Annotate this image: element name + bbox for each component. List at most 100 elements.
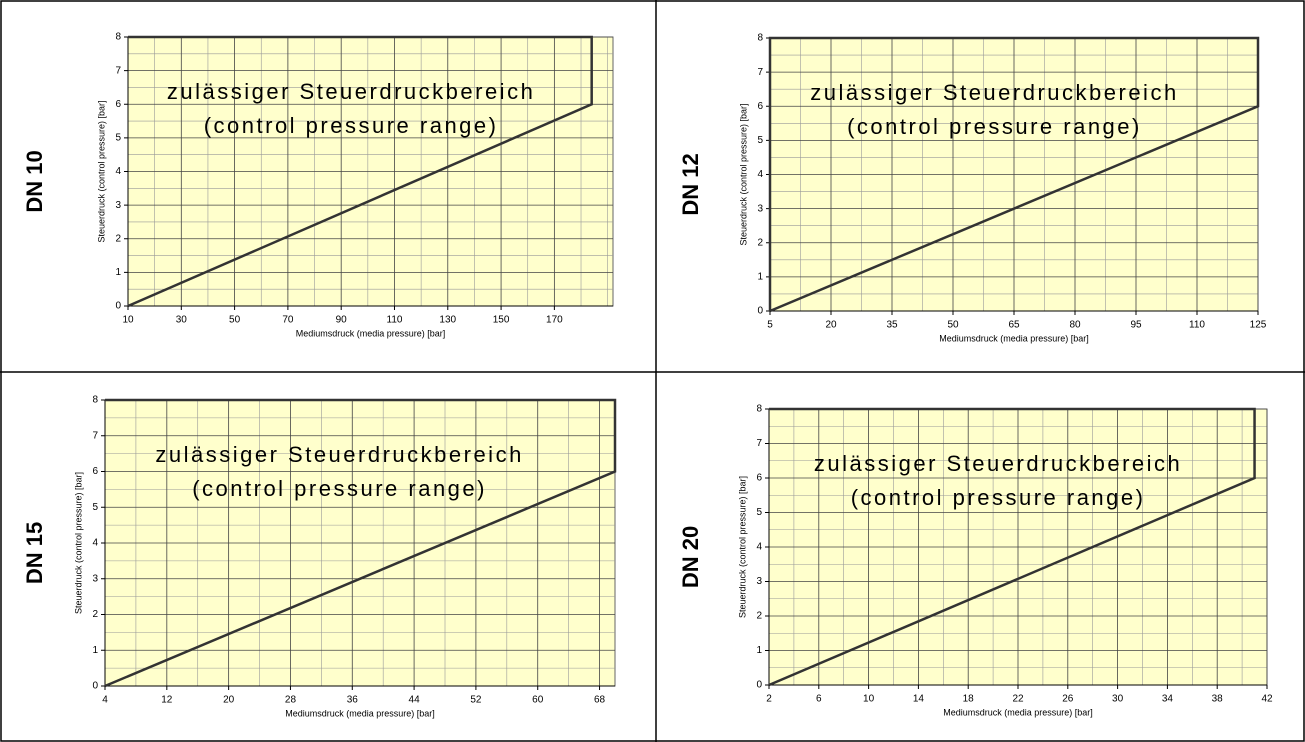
x-tick-label: 44 (409, 695, 421, 706)
y-axis-label: Steuerdruck (control pressure) [bar] (738, 103, 748, 245)
annotation: zulässiger Steuerdruckbereich (155, 442, 523, 467)
y-axis-label: Steuerdruck (control pressure) [bar] (96, 100, 106, 242)
x-tick-label: 170 (546, 315, 563, 326)
y-tick-label: 7 (756, 438, 762, 449)
annotation: zulässiger Steuerdruckbereich (167, 79, 535, 104)
x-tick-label: 30 (176, 315, 188, 326)
y-tick-label: 8 (92, 395, 98, 406)
y-axis-label: Steuerdruck (control pressure) [bar] (73, 472, 83, 614)
y-tick-label: 0 (92, 681, 98, 692)
y-tick-label: 7 (92, 430, 98, 441)
y-tick-label: 5 (92, 502, 98, 513)
y-tick-label: 7 (757, 67, 763, 78)
chart: 0 1 2 3 4 5 6 7 8 5 20 35 50 65 80 95 110 125 zulässiger S… (678, 33, 1267, 344)
x-tick-label: 125 (1250, 320, 1267, 331)
x-tick-label: 38 (1212, 694, 1224, 705)
annotation: (control pressure range) (192, 476, 487, 501)
y-tick-label: 0 (756, 680, 762, 691)
x-tick-label: 50 (229, 315, 241, 326)
x-tick-label: 110 (1189, 320, 1205, 331)
y-tick-label: 5 (756, 507, 762, 518)
y-tick-label: 1 (115, 267, 121, 278)
y-tick-label: 6 (757, 101, 763, 112)
x-tick-label: 52 (470, 695, 482, 706)
panel-label: DN 20 (678, 526, 703, 588)
x-tick-label: 95 (1130, 320, 1142, 331)
range-outline (127, 35, 593, 308)
x-tick-label: 12 (161, 695, 173, 706)
x-tick-label: 60 (532, 695, 544, 706)
y-tick-label: 2 (756, 611, 762, 622)
y-tick-label: 7 (115, 65, 121, 76)
x-tick-label: 22 (1012, 694, 1024, 705)
y-tick-label: 8 (756, 404, 762, 415)
y-tick-label: 4 (756, 542, 762, 553)
x-tick-label: 65 (1008, 320, 1020, 331)
x-tick-label: 28 (285, 695, 297, 706)
x-tick-label: 70 (282, 315, 294, 326)
y-tick-label: 0 (115, 301, 121, 312)
x-tick-label: 42 (1261, 694, 1273, 705)
annotation: zulässiger Steuerdruckbereich (814, 451, 1182, 476)
y-tick-label: 0 (757, 306, 763, 317)
x-tick-label: 5 (767, 320, 773, 331)
x-tick-label: 68 (594, 695, 606, 706)
x-tick-label: 10 (122, 315, 134, 326)
x-tick-label: 150 (493, 315, 510, 326)
y-tick-label: 1 (756, 645, 762, 656)
y-tick-label: 4 (757, 169, 763, 180)
y-tick-label: 8 (757, 33, 763, 44)
chart: 0 1 2 3 4 5 6 7 8 10 30 50 70 90 110 130 150 170 zulässige… (22, 32, 614, 338)
y-tick-label: 6 (115, 99, 121, 110)
range-outline (104, 398, 617, 688)
annotation: zulässiger Steuerdruckbereich (810, 80, 1178, 105)
panel-label: DN 15 (22, 522, 47, 584)
y-tick-label: 3 (115, 200, 121, 211)
range-outline (768, 36, 1260, 313)
x-tick-label: 20 (223, 695, 235, 706)
y-axis-label: Steuerdruck (control pressure) [bar] (737, 476, 747, 618)
x-axis-label: Mediumsdruck (media pressure) [bar] (296, 328, 446, 338)
x-tick-label: 35 (886, 320, 898, 331)
x-tick-label: 14 (913, 694, 925, 705)
x-tick-label: 110 (387, 315, 403, 326)
x-tick-label: 34 (1162, 694, 1174, 705)
x-tick-label: 26 (1062, 694, 1074, 705)
y-tick-label: 8 (115, 32, 121, 43)
y-tick-label: 1 (757, 272, 763, 283)
range-outline (768, 407, 1256, 687)
y-tick-label: 2 (115, 233, 121, 244)
y-tick-label: 2 (92, 609, 98, 620)
x-tick-label: 36 (347, 695, 359, 706)
y-tick-label: 1 (92, 645, 98, 656)
x-tick-label: 90 (336, 315, 348, 326)
x-axis-label: Mediumsdruck (media pressure) [bar] (939, 333, 1089, 343)
annotation: (control pressure range) (847, 114, 1142, 139)
y-tick-label: 2 (757, 237, 763, 248)
x-tick-label: 20 (825, 320, 837, 331)
y-tick-label: 6 (756, 473, 762, 484)
x-tick-label: 50 (947, 320, 959, 331)
y-tick-label: 3 (92, 573, 98, 584)
x-tick-label: 10 (863, 694, 875, 705)
x-tick-label: 30 (1112, 694, 1124, 705)
y-tick-label: 3 (756, 576, 762, 587)
x-tick-label: 18 (963, 694, 975, 705)
y-tick-label: 4 (115, 166, 121, 177)
annotation: (control pressure range) (204, 113, 499, 138)
x-tick-label: 130 (439, 315, 456, 326)
panel-label: DN 10 (22, 150, 47, 212)
x-tick-label: 6 (816, 694, 822, 705)
y-tick-label: 3 (757, 203, 763, 214)
y-tick-label: 5 (757, 135, 763, 146)
x-axis-label: Mediumsdruck (media pressure) [bar] (943, 707, 1093, 717)
y-tick-label: 6 (92, 466, 98, 477)
annotation: (control pressure range) (851, 485, 1146, 510)
x-tick-label: 80 (1069, 320, 1081, 331)
panel-label: DN 12 (678, 153, 703, 215)
